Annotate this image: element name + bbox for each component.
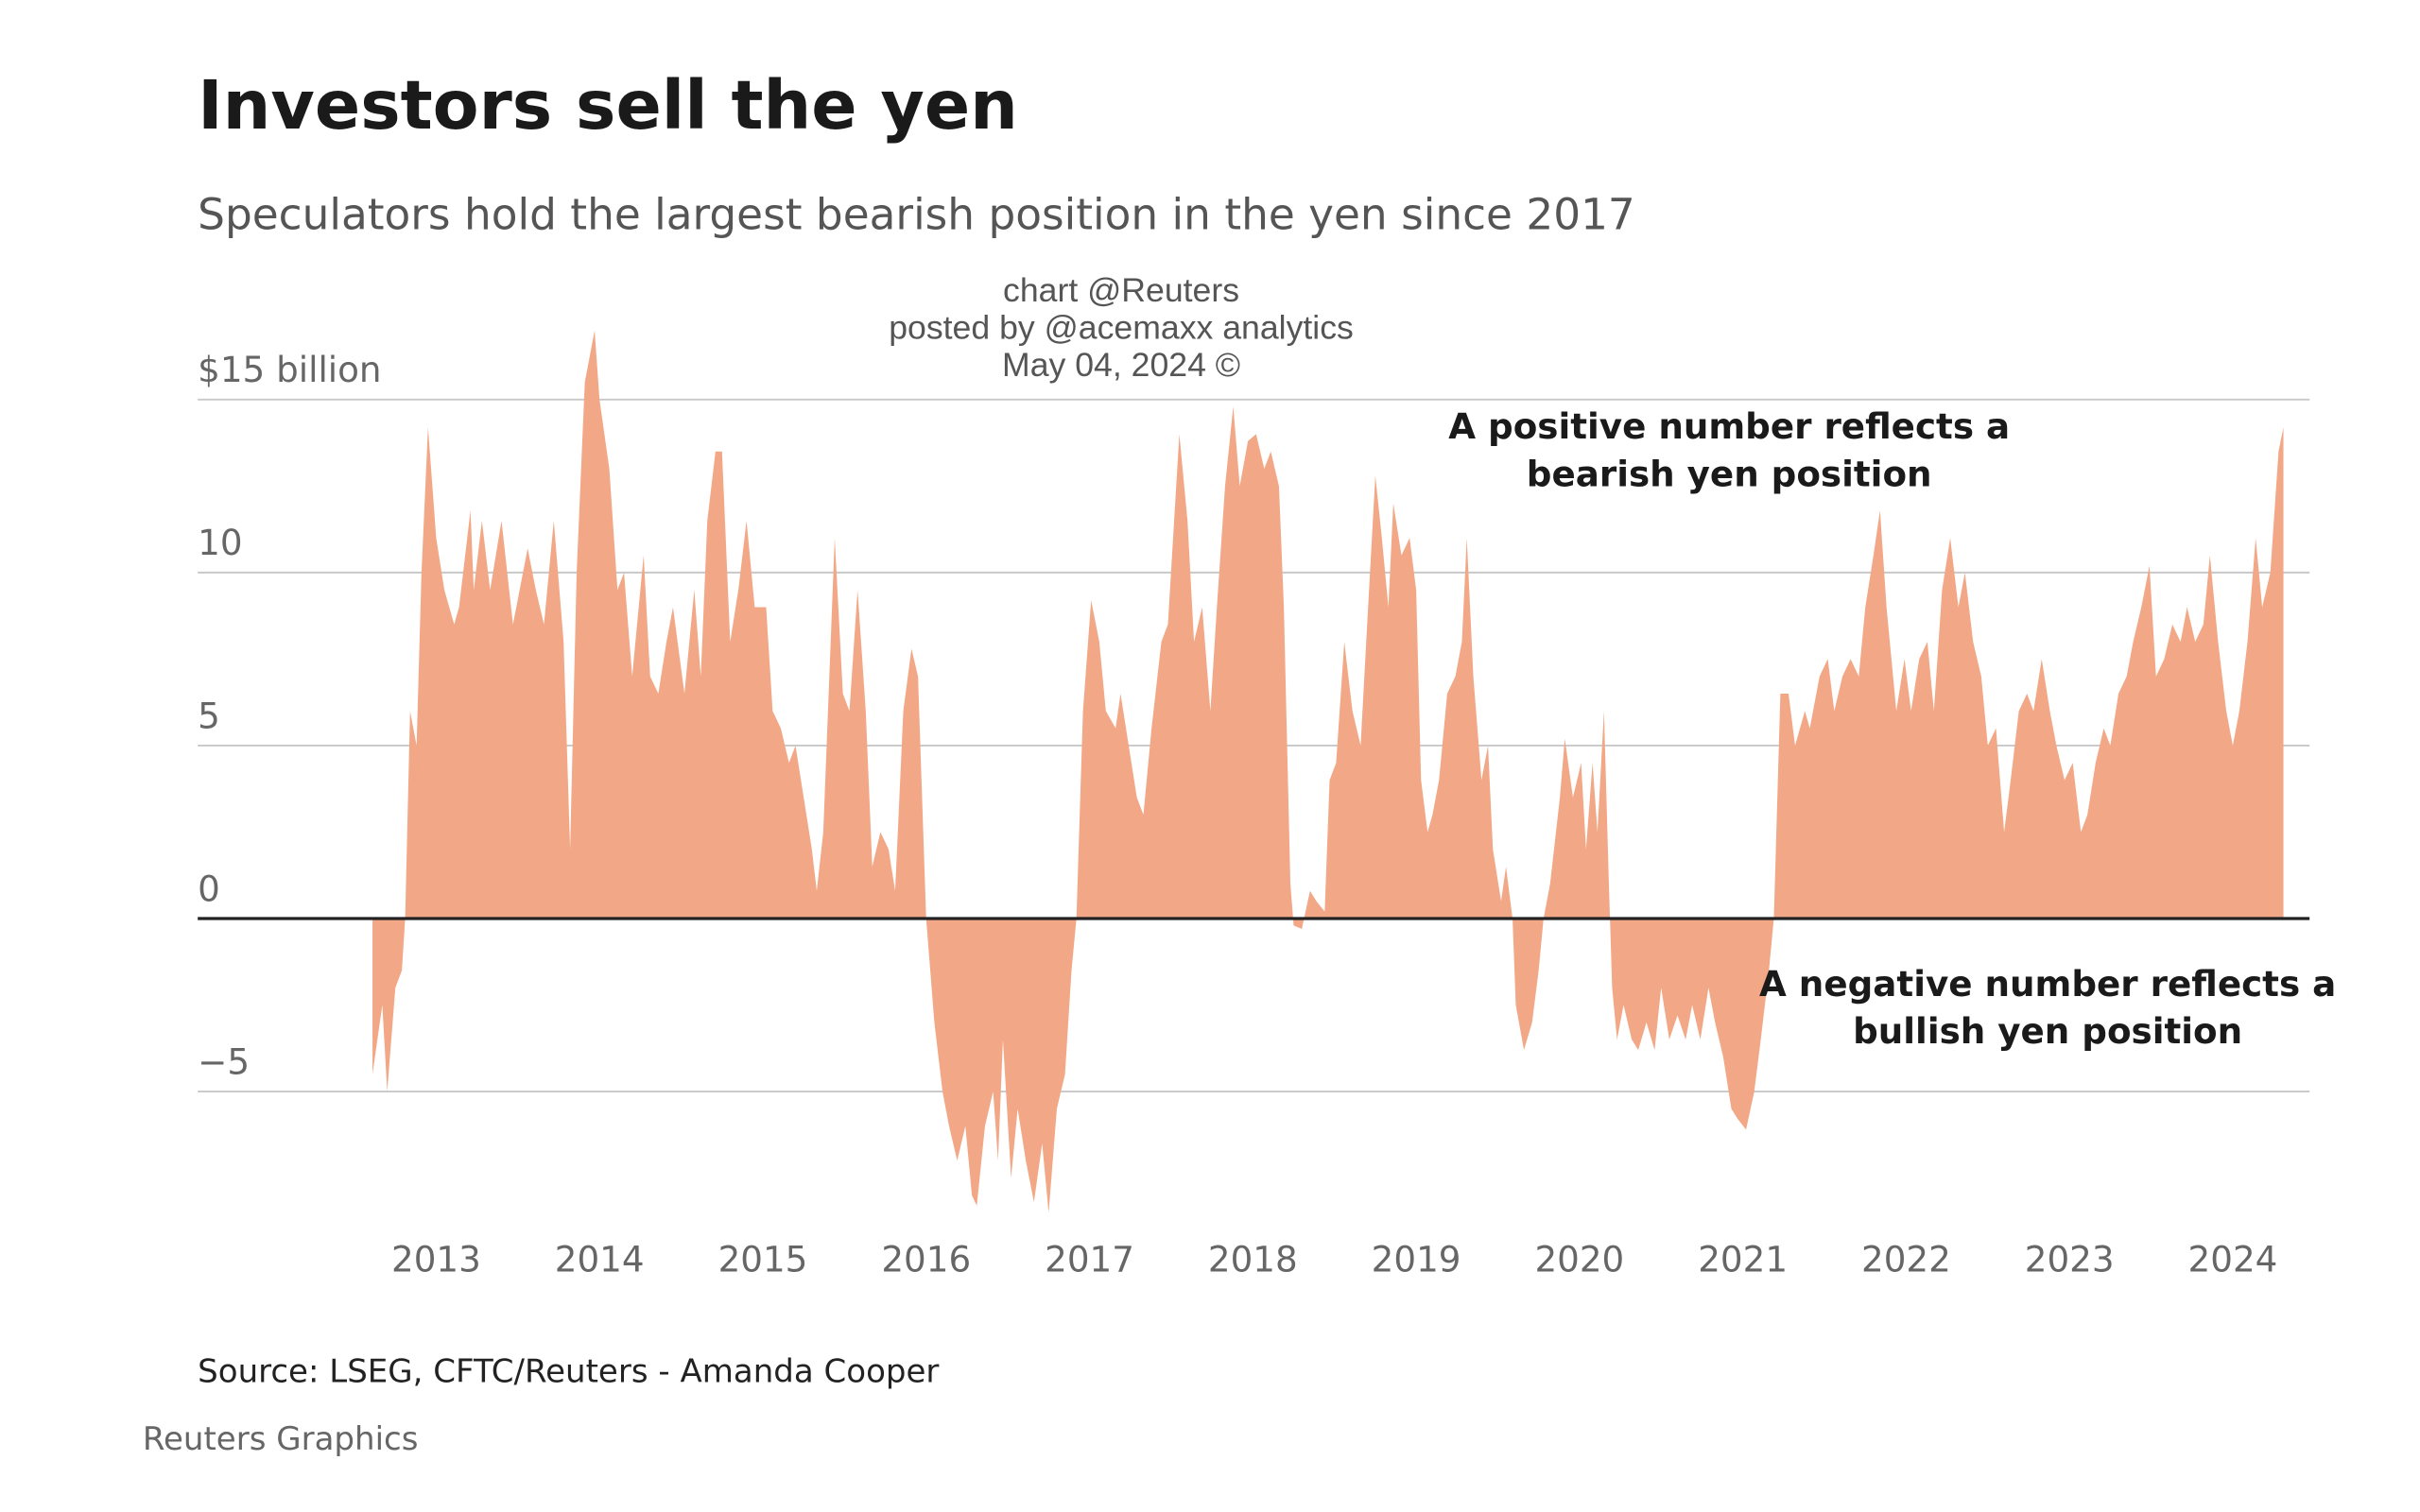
watermark: posted by @acemaxx analytics <box>889 309 1354 347</box>
y-tick-label: 5 <box>198 695 220 736</box>
x-tick-label: 2023 <box>2025 1238 2115 1280</box>
x-tick-label: 2019 <box>1372 1238 1461 1280</box>
x-tick-label: 2024 <box>2188 1238 2278 1280</box>
annotation: A positive number reflects a <box>1448 405 2010 447</box>
x-tick-label: 2015 <box>718 1238 808 1280</box>
watermark: May 04, 2024 © <box>1002 346 1240 384</box>
chart-title: Investors sell the yen <box>198 66 1018 145</box>
plot-area <box>198 330 2310 1213</box>
overlay: $15 billion 10 5 0 −5 2013 2014 2015 2016 2017 201… <box>198 271 2336 1280</box>
y-tick-label: 10 <box>198 522 242 563</box>
x-tick-label: 2021 <box>1698 1238 1788 1280</box>
annotation: A negative number reflects a <box>1759 963 2336 1005</box>
area <box>372 330 2284 1213</box>
y-tick-label: 0 <box>198 868 220 909</box>
source: Source: LSEG, CFTC/Reuters - Amanda Coop… <box>198 1353 939 1391</box>
x-tick-label: 2020 <box>1534 1238 1624 1280</box>
annotation: bearish yen position <box>1527 453 1932 494</box>
x-tick-label: 2013 <box>391 1238 481 1280</box>
x-tick-label: 2022 <box>1861 1238 1951 1280</box>
x-tick-label: 2018 <box>1208 1238 1298 1280</box>
y-tick-label: $15 billion <box>198 349 381 390</box>
x-tick-label: 2014 <box>555 1238 645 1280</box>
chart-subtitle: Speculators hold the largest bearish pos… <box>198 190 1635 240</box>
y-tick-label: −5 <box>198 1040 250 1082</box>
credit: Reuters Graphics <box>143 1420 419 1458</box>
x-tick-label: 2016 <box>881 1238 971 1280</box>
annotation: bullish yen position <box>1853 1010 2242 1052</box>
x-tick-label: 2017 <box>1045 1238 1134 1280</box>
watermark: chart @Reuters <box>1003 271 1239 309</box>
